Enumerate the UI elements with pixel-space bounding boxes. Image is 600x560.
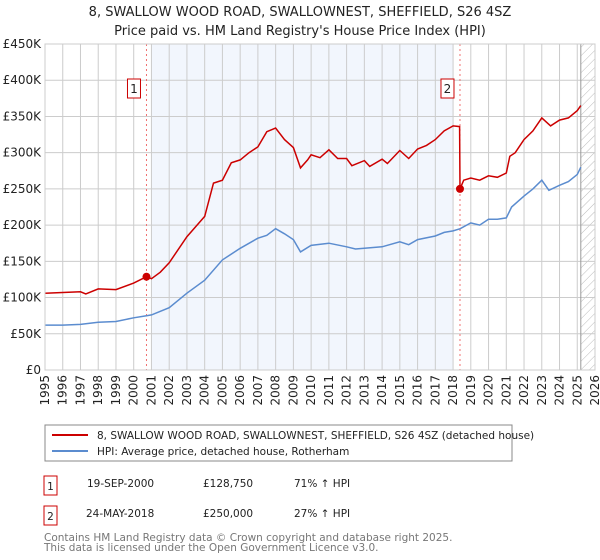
transaction-hpi: 27% ↑ HPI [294, 508, 350, 520]
y-tick-label: £300K [3, 146, 43, 160]
transaction-point [455, 184, 464, 193]
annotation-label: 1 [130, 82, 138, 96]
chart-subtitle: Price paid vs. HM Land Registry's House … [114, 24, 486, 39]
transaction-marker-box [43, 475, 58, 496]
x-tick-label: 2017 [428, 375, 442, 406]
forecast-hatch [580, 44, 595, 370]
x-tick-label: 2024 [553, 375, 567, 406]
transaction-point [142, 272, 151, 281]
transaction-num: 2 [47, 511, 54, 523]
x-tick-label: 2014 [375, 375, 389, 406]
x-tick-label: 2001 [144, 375, 158, 406]
y-tick-label: £150K [3, 254, 43, 268]
chart-title: 8, SWALLOW WOOD ROAD, SWALLOWNEST, SHEFF… [89, 5, 512, 20]
y-tick-label: £400K [3, 73, 43, 87]
property-price-line [44, 105, 582, 295]
x-tick-label: 2002 [162, 375, 176, 406]
x-tick-label: 2004 [198, 375, 212, 406]
y-tick-label: £100K [3, 291, 43, 305]
transaction-hpi: 71% ↑ HPI [294, 478, 350, 490]
x-tick-label: 2008 [269, 375, 283, 406]
x-tick-label: 2022 [517, 375, 531, 406]
y-tick-label: £200K [3, 218, 43, 232]
y-tick-label: £50K [10, 327, 42, 341]
shaded-period [151, 44, 454, 370]
x-tick-label: 2003 [180, 375, 194, 406]
plot-frame [44, 43, 596, 371]
legend-box [44, 424, 513, 462]
x-tick-label: 2000 [127, 375, 141, 406]
x-tick-label: 2019 [464, 375, 478, 406]
footer-licence: This data is licensed under the Open Gov… [43, 542, 379, 554]
transaction-date: 24-MAY-2018 [86, 508, 154, 520]
transaction-date: 19-SEP-2000 [87, 478, 154, 490]
legend: 8, SWALLOW WOOD ROAD, SWALLOWNEST, SHEFF… [44, 424, 534, 462]
x-tick-label: 2013 [357, 375, 371, 406]
annotation-box [440, 78, 455, 99]
x-tick-label: 2009 [286, 375, 300, 406]
x-tick-label: 2005 [215, 375, 229, 406]
y-tick-label: £0 [26, 363, 41, 377]
y-tick-label: £250K [3, 182, 43, 196]
x-tick-label: 2021 [499, 375, 513, 406]
x-tick-label: 2016 [411, 375, 425, 406]
transaction-row: 2 24-MAY-2018 £250,000 27% ↑ HPI [43, 505, 350, 526]
x-tick-label: 2026 [588, 375, 600, 406]
annotation-box [126, 78, 141, 99]
x-tick-label: 2006 [233, 375, 247, 406]
x-tick-label: 2015 [393, 375, 407, 406]
x-tick-label: 2023 [535, 375, 549, 406]
legend-label-hpi: HPI: Average price, detached house, Roth… [97, 446, 349, 458]
x-tick-label: 1996 [56, 375, 70, 406]
transaction-num: 1 [47, 481, 54, 493]
footer-copyright: Contains HM Land Registry data © Crown c… [44, 532, 452, 544]
transaction-marker-box [43, 505, 58, 526]
x-tick-label: 2007 [251, 375, 265, 406]
transaction-row: 1 19-SEP-2000 £128,750 71% ↑ HPI [43, 475, 350, 496]
annotation-label: 2 [444, 82, 452, 96]
y-tick-label: £450K [3, 37, 43, 51]
x-tick-label: 2020 [482, 375, 496, 406]
x-tick-label: 1998 [91, 375, 105, 406]
x-tick-label: 1999 [109, 375, 123, 406]
transaction-price: £128,750 [203, 478, 253, 490]
hpi-line [45, 166, 582, 326]
x-tick-label: 1995 [38, 375, 52, 406]
x-tick-label: 2012 [340, 375, 354, 406]
x-tick-label: 2018 [446, 375, 460, 406]
x-tick-label: 2010 [304, 375, 318, 406]
x-tick-label: 1997 [73, 375, 87, 406]
x-tick-label: 2025 [570, 375, 584, 406]
legend-label-property: 8, SWALLOW WOOD ROAD, SWALLOWNEST, SHEFF… [97, 430, 534, 442]
y-tick-label: £350K [3, 109, 43, 123]
transaction-price: £250,000 [203, 508, 253, 520]
x-tick-label: 2011 [322, 375, 336, 406]
